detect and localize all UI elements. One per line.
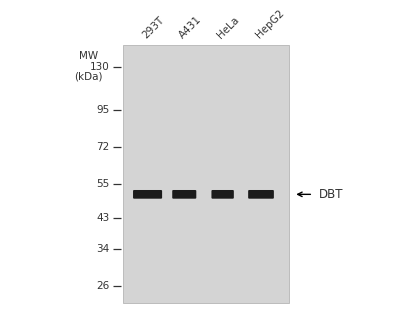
Text: A431: A431: [177, 14, 203, 40]
Text: HeLa: HeLa: [216, 15, 241, 40]
Text: MW: MW: [79, 51, 98, 61]
Text: (kDa): (kDa): [74, 71, 103, 81]
Text: 95: 95: [96, 105, 110, 115]
FancyBboxPatch shape: [248, 190, 274, 199]
Text: 130: 130: [90, 62, 110, 72]
FancyBboxPatch shape: [212, 190, 234, 199]
FancyBboxPatch shape: [172, 190, 196, 199]
Text: 293T: 293T: [140, 15, 166, 40]
Text: DBT: DBT: [319, 188, 344, 201]
Text: 43: 43: [96, 212, 110, 222]
Text: 55: 55: [96, 179, 110, 189]
Text: 34: 34: [96, 244, 110, 254]
Text: HepG2: HepG2: [254, 8, 286, 40]
Text: 72: 72: [96, 142, 110, 153]
Bar: [122, 45, 289, 303]
FancyBboxPatch shape: [133, 190, 162, 199]
Text: 26: 26: [96, 281, 110, 291]
